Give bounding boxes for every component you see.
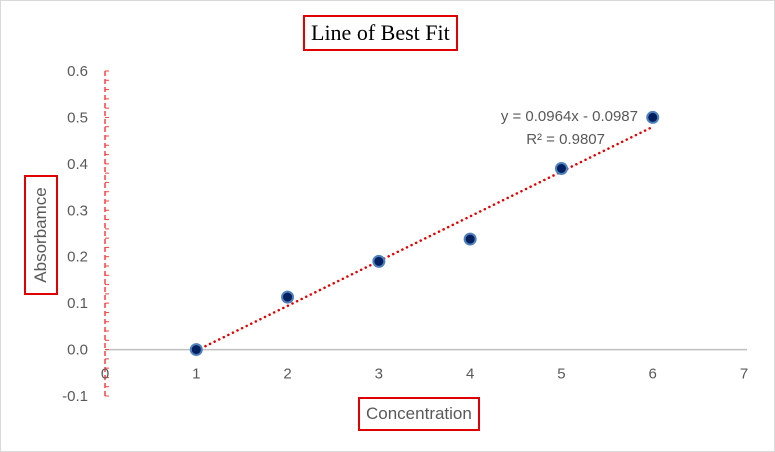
data-point bbox=[281, 290, 295, 304]
y-axis-label-box: Absorbamce bbox=[24, 175, 58, 295]
data-point bbox=[554, 162, 568, 175]
y-tick-label: 0.6 bbox=[67, 63, 88, 80]
x-axis-label: Concentration bbox=[358, 397, 480, 431]
x-tick-label: 2 bbox=[283, 366, 291, 383]
data-point bbox=[189, 343, 203, 357]
x-tick-label: 6 bbox=[649, 366, 657, 383]
data-point bbox=[463, 232, 477, 246]
x-tick-label: 0 bbox=[101, 366, 109, 383]
x-tick-label: 4 bbox=[466, 366, 474, 383]
y-tick-label: 0.3 bbox=[67, 202, 88, 219]
y-tick-label: 0.5 bbox=[67, 109, 88, 126]
x-tick-label: 5 bbox=[557, 366, 565, 383]
data-point bbox=[372, 254, 386, 268]
trendline bbox=[195, 125, 654, 352]
chart-title: Line of Best Fit bbox=[303, 15, 458, 51]
y-tick-label: 0.1 bbox=[67, 295, 88, 312]
y-tick-label: -0.1 bbox=[62, 388, 88, 405]
x-tick-label: 3 bbox=[375, 366, 383, 383]
trendline-equation: y = 0.0964x - 0.0987 bbox=[500, 108, 638, 125]
data-point bbox=[646, 110, 660, 124]
y-tick-label: 0.4 bbox=[67, 156, 88, 173]
trendline-r2: R² = 0.9807 bbox=[526, 131, 605, 148]
x-tick-label: 7 bbox=[740, 366, 748, 383]
y-axis-label: Absorbamce bbox=[31, 187, 50, 283]
x-tick-label: 1 bbox=[192, 366, 200, 383]
y-tick-label: 0.0 bbox=[67, 342, 88, 359]
y-tick-label: 0.2 bbox=[67, 249, 88, 266]
